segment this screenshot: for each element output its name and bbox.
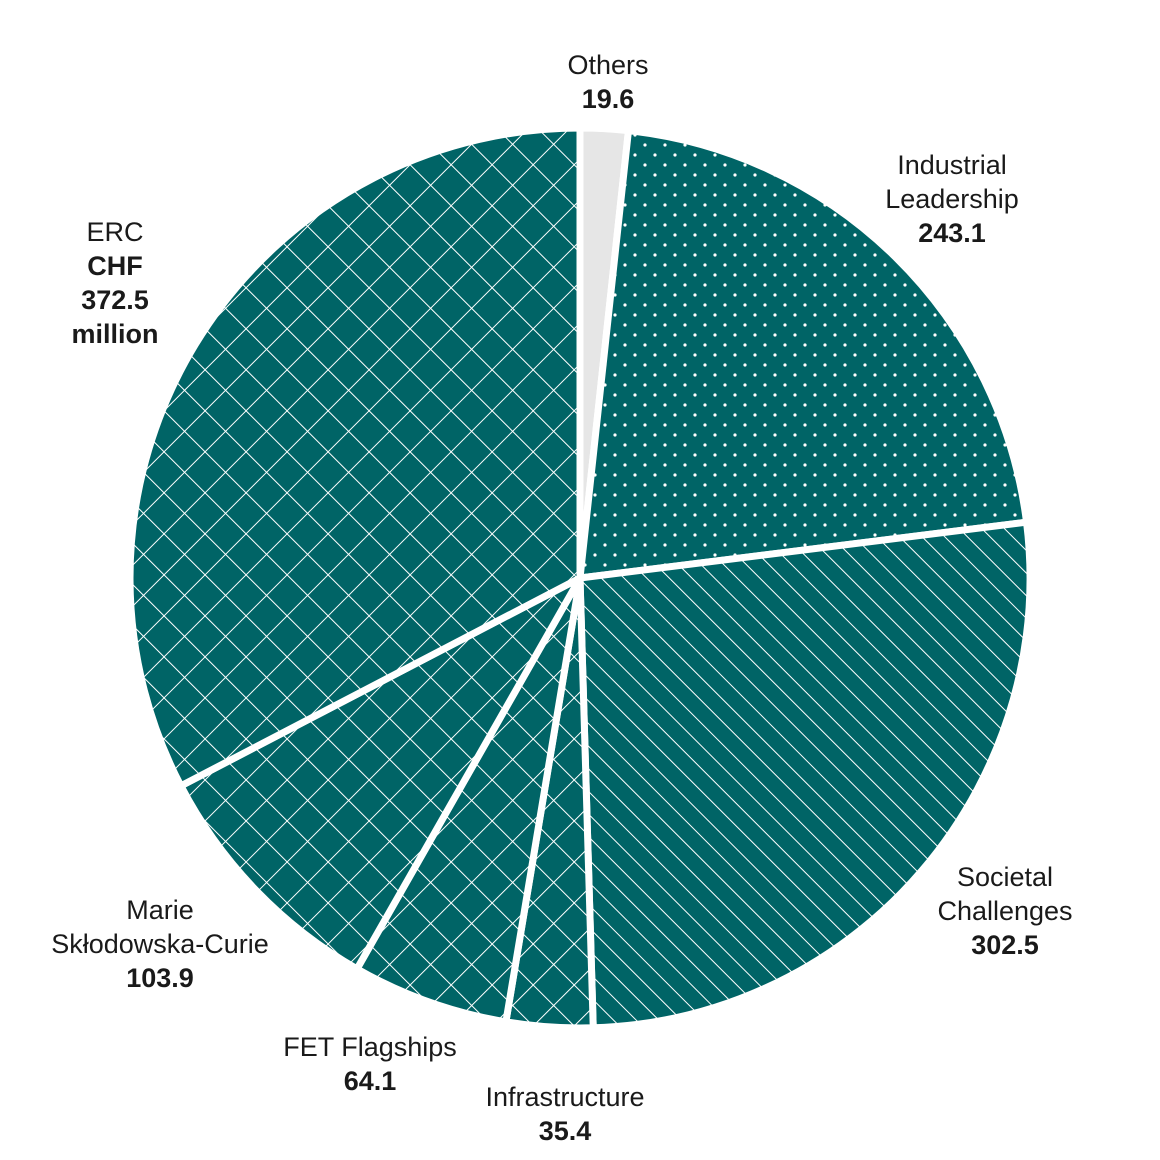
pie-slice-erc [126,124,584,790]
label-industrial-leadership: Industrial Leadership 243.1 [842,148,1062,250]
label-marie-sklodowska-curie: Marie Skłodowska-Curie 103.9 [20,893,300,995]
label-erc: ERC CHF 372.5 million [20,215,210,351]
label-societal-name-2: Challenges [937,896,1073,926]
label-industrial-value: 243.1 [918,218,986,248]
pie-slice-societal-challenges [576,518,1034,1032]
label-infrastructure: Infrastructure 35.4 [445,1080,685,1148]
label-others: Others 19.6 [508,48,708,116]
label-erc-suffix: million [71,319,159,349]
label-societal-name-1: Societal [956,862,1054,892]
label-fet-value: 64.1 [343,1066,397,1096]
label-marie-name-1: Marie [126,895,194,925]
label-infrastructure-value: 35.4 [538,1116,592,1146]
pie-slice-marie-sk-odowska-curie [177,574,584,973]
pie-slice-industrial-leadership [576,127,1031,582]
label-others-name: Others [567,50,649,80]
label-infrastructure-name: Infrastructure [485,1082,645,1112]
label-marie-name-2: Skłodowska-Curie [51,929,269,959]
label-societal-value: 302.5 [971,930,1039,960]
label-erc-value: 372.5 [81,285,149,315]
label-fet-flagships: FET Flagships 64.1 [255,1030,485,1098]
label-industrial-name-2: Leadership [885,184,1019,214]
label-fet-name: FET Flagships [283,1032,457,1062]
label-industrial-name-1: Industrial [897,150,1007,180]
label-marie-value: 103.9 [126,963,194,993]
label-societal-challenges: Societal Challenges 302.5 [900,860,1110,962]
label-erc-unit: CHF [87,251,143,281]
label-others-value: 19.6 [581,84,635,114]
label-erc-name: ERC [86,217,144,247]
